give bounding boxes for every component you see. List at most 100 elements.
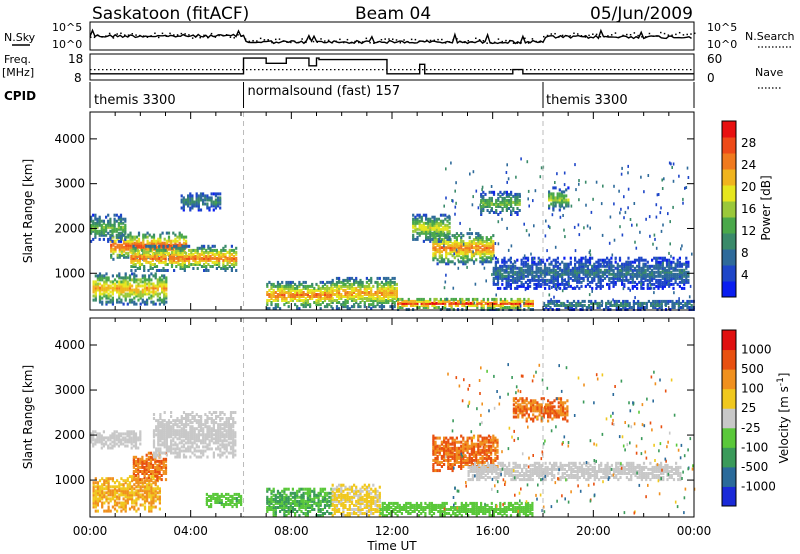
range-gate-cell [128, 493, 132, 497]
range-gate-cell [159, 233, 162, 237]
range-gate-cell [493, 301, 496, 305]
range-gate-cell [657, 262, 660, 266]
range-gate-cell [374, 291, 377, 294]
range-gate-cell [158, 269, 161, 272]
range-gate-cell [494, 276, 497, 280]
range-gate-cell [137, 249, 141, 253]
range-gate-cell [198, 258, 201, 262]
range-gate-cell [650, 286, 653, 290]
range-gate-cell [599, 284, 602, 288]
range-gate-cell [232, 256, 236, 260]
range-gate-cell [159, 447, 162, 451]
range-gate-cell [113, 225, 116, 229]
noise-search-point [146, 36, 149, 38]
range-gate-cell [222, 248, 225, 252]
range-gate-cell [370, 286, 373, 290]
range-gate-cell [547, 299, 550, 303]
range-gate-cell [526, 274, 530, 278]
range-gate-cell [105, 481, 108, 485]
range-gate-cell [661, 284, 664, 288]
range-gate-cell [529, 284, 532, 288]
noise-search-point [652, 35, 654, 37]
range-gate-cell [446, 229, 449, 233]
range-gate-cell [509, 270, 512, 274]
range-gate-cell [185, 235, 188, 239]
range-gate-cell [563, 228, 565, 232]
range-gate-cell [442, 306, 445, 309]
range-gate-cell [599, 262, 602, 266]
range-gate-cell [196, 256, 199, 260]
range-gate-cell [647, 299, 650, 303]
range-gate-cell [177, 250, 180, 254]
range-gate-cell [445, 252, 448, 256]
range-gate-cell [625, 268, 628, 272]
range-gate-cell [107, 292, 110, 296]
range-gate-cell [569, 268, 572, 272]
range-gate-cell [533, 256, 536, 260]
range-gate-cell [196, 246, 199, 250]
range-gate-cell [331, 293, 334, 296]
range-gate-cell [122, 288, 125, 292]
range-gate-cell [124, 479, 127, 483]
range-gate-cell [266, 291, 269, 294]
range-gate-cell [158, 472, 161, 475]
range-gate-cell [147, 457, 150, 461]
range-gate-cell [338, 295, 341, 298]
noise-search-point [584, 36, 587, 38]
range-gate-cell [133, 243, 136, 247]
range-gate-cell [189, 198, 192, 202]
range-gate-cell [505, 266, 508, 270]
range-gate-cell [569, 260, 572, 264]
range-gate-cell [561, 270, 564, 274]
range-gate-cell [135, 499, 138, 503]
range-gate-cell [459, 297, 462, 301]
range-gate-cell [163, 288, 166, 292]
range-gate-cell [124, 217, 127, 221]
range-gate-cell [96, 483, 99, 487]
range-gate-cell [357, 284, 360, 288]
range-gate-cell [146, 479, 149, 483]
range-gate-cell [92, 487, 95, 491]
range-gate-cell [523, 222, 525, 226]
range-gate-cell [150, 300, 153, 304]
range-gate-cell [111, 274, 114, 278]
range-gate-cell [122, 489, 125, 493]
range-gate-cell [554, 270, 557, 274]
range-gate-cell [526, 282, 530, 286]
range-gate-cell [574, 163, 576, 167]
range-gate-cell [501, 217, 503, 221]
range-gate-cell [645, 306, 648, 309]
range-gate-cell [499, 194, 502, 198]
range-gate-cell [606, 268, 609, 272]
range-gate-cell [146, 485, 149, 489]
range-gate-cell [143, 505, 147, 509]
range-gate-cell [663, 276, 666, 280]
range-gate-cell [455, 240, 458, 244]
range-gate-cell [510, 198, 513, 202]
range-gate-cell [526, 262, 530, 266]
range-gate-cell [117, 227, 120, 231]
range-gate-cell [90, 215, 93, 219]
range-gate-cell [143, 491, 147, 495]
range-gate-cell [691, 252, 693, 256]
range-gate-cell [159, 425, 162, 429]
range-gate-cell [160, 461, 163, 465]
range-gate-cell [622, 301, 625, 305]
range-gate-cell [437, 239, 440, 243]
range-gate-cell [214, 202, 217, 206]
range-gate-cell [514, 200, 517, 204]
range-gate-cell [507, 284, 510, 288]
range-gate-cell [670, 262, 673, 266]
noise-search-point [380, 38, 383, 41]
range-gate-cell [92, 501, 95, 505]
range-gate-cell [550, 270, 553, 274]
range-gate-cell [681, 244, 683, 248]
range-gate-cell [132, 248, 135, 252]
range-gate-cell [126, 292, 129, 296]
range-gate-cell [653, 272, 656, 276]
range-gate-cell [598, 301, 601, 305]
range-gate-cell [122, 507, 125, 511]
range-gate-cell [657, 260, 660, 264]
range-gate-cell [545, 219, 547, 223]
range-gate-cell [191, 200, 194, 204]
